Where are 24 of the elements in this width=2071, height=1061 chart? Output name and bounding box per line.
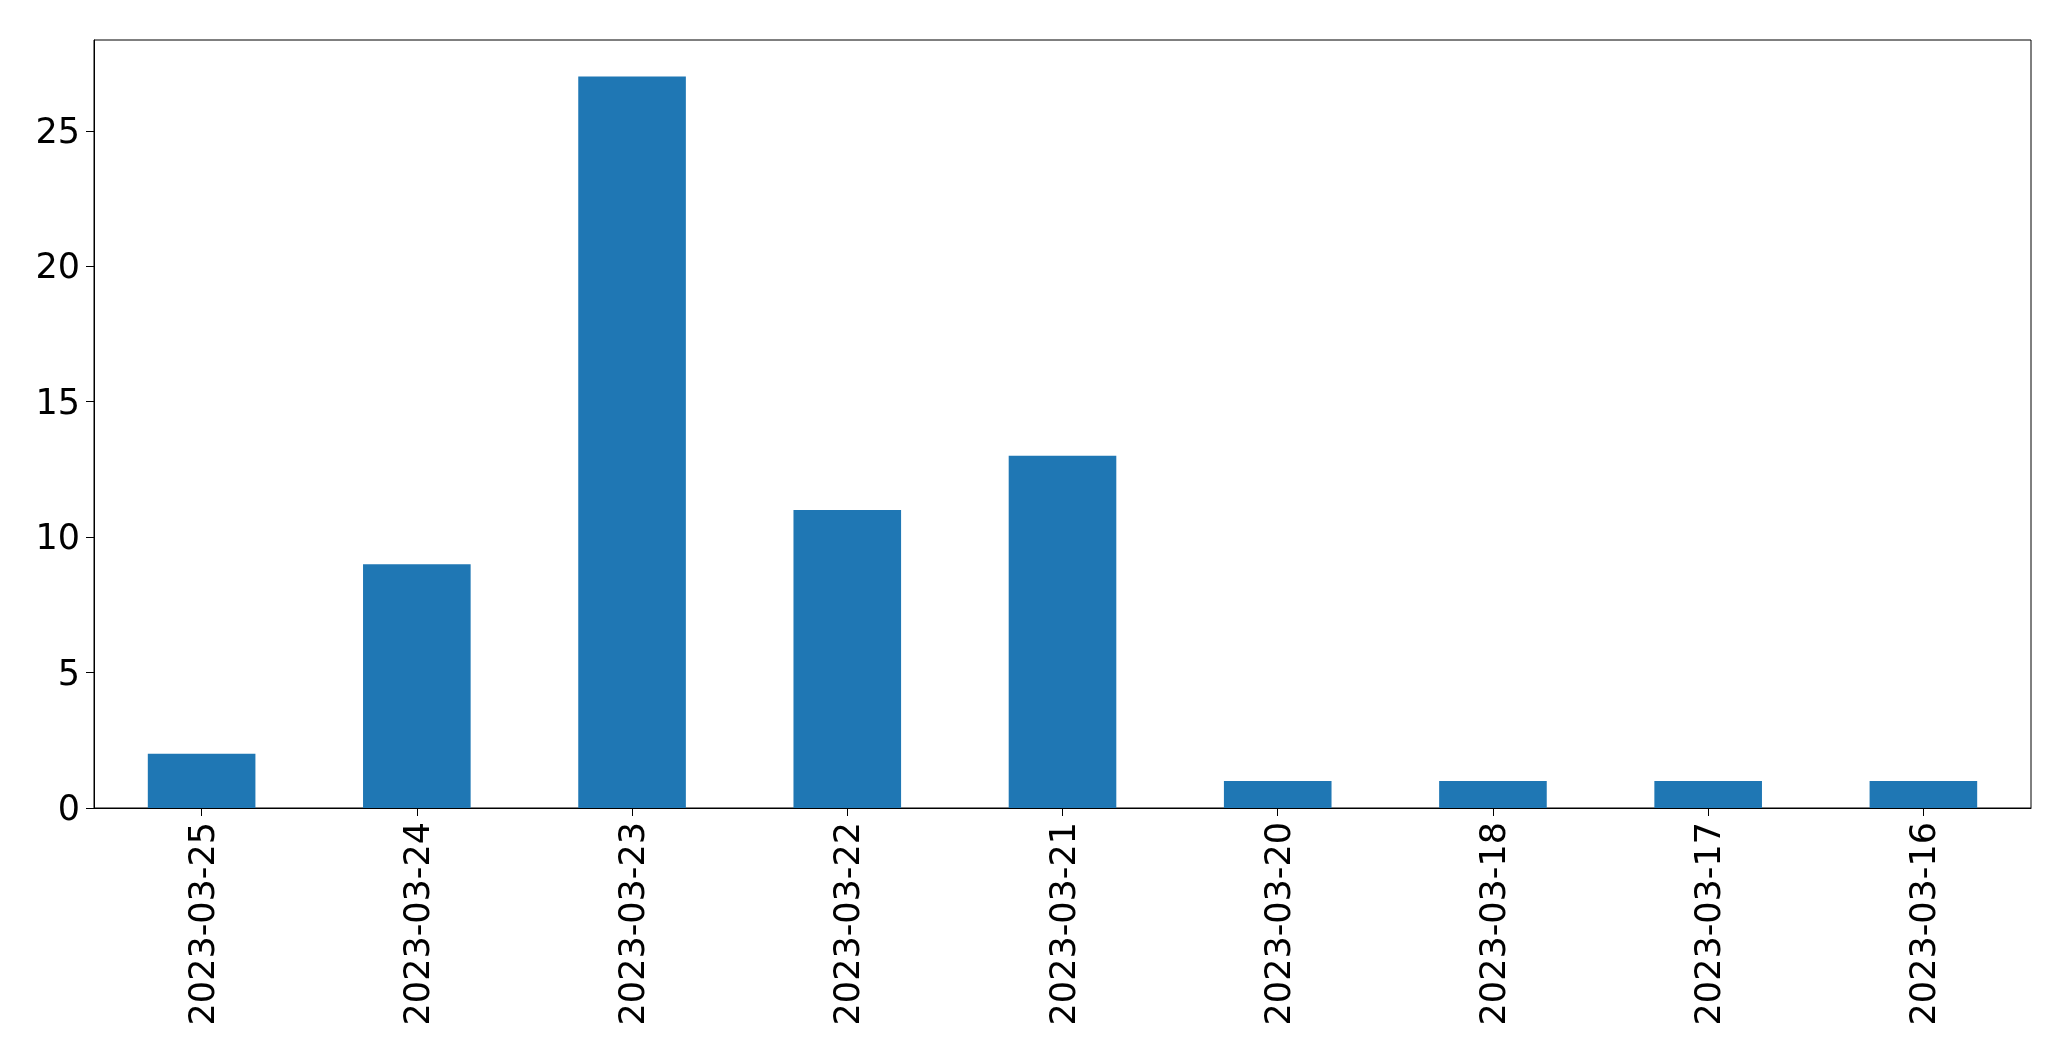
bar xyxy=(1223,780,1332,808)
y-tick-label: 10 xyxy=(35,517,80,558)
bar xyxy=(1439,780,1547,808)
x-tick-label: 2023-03-24 xyxy=(396,822,437,1026)
bar xyxy=(1008,455,1117,808)
bar xyxy=(363,564,471,808)
x-tick-label: 2023-03-21 xyxy=(1042,822,1083,1026)
y-tick-label: 15 xyxy=(35,381,80,422)
x-tick-label: 2023-03-23 xyxy=(612,822,653,1026)
y-tick-label: 25 xyxy=(35,110,80,151)
x-tick-label: 2023-03-20 xyxy=(1257,822,1298,1026)
x-tick-label: 2023-03-25 xyxy=(181,822,222,1026)
x-tick-label: 2023-03-17 xyxy=(1688,822,1729,1026)
x-tick-label: 2023-03-18 xyxy=(1472,822,1513,1026)
y-tick-label: 0 xyxy=(57,788,80,828)
bar xyxy=(1869,780,1978,808)
y-tick-label: 20 xyxy=(35,246,80,287)
y-tick-label: 5 xyxy=(57,652,80,693)
bar xyxy=(578,76,686,808)
x-tick-label: 2023-03-22 xyxy=(827,822,868,1026)
bar xyxy=(793,510,902,808)
bar xyxy=(147,753,256,808)
bar xyxy=(1654,780,1762,808)
x-tick-label: 2023-03-16 xyxy=(1903,822,1944,1026)
